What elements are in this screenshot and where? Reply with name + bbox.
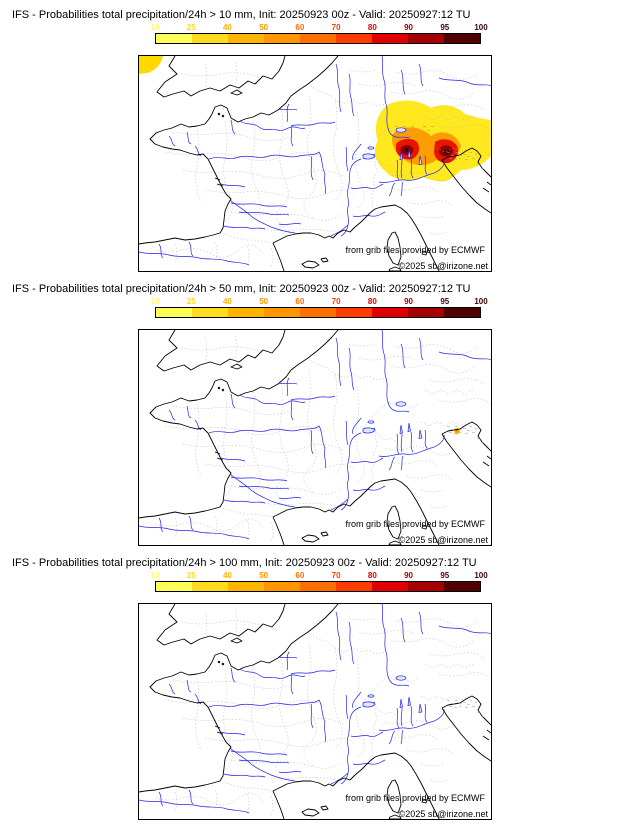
colorbar-tick-row: 10 25 40 50 60 70 80 90 95 100 <box>151 23 488 32</box>
colorbar-tick-label: 25 <box>186 23 196 32</box>
colorbar-segment <box>192 308 228 317</box>
colorbar-tick-label: 25 <box>186 297 196 306</box>
colorbar-tick-label: 10 <box>150 297 160 306</box>
colorbar-tick-label: 60 <box>295 23 305 32</box>
colorbar-segment <box>372 34 408 43</box>
panel-precip-10mm: IFS - Probabilities total precipitation/… <box>0 4 630 278</box>
map-canvas <box>139 604 491 819</box>
colorbar-tick-label: 70 <box>331 297 341 306</box>
map-copyright: ©2025 sb@irizone.net <box>398 261 488 271</box>
colorbar-tick-label: 80 <box>367 297 377 306</box>
colorbar-segment <box>336 34 372 43</box>
colorbar-segment <box>300 34 336 43</box>
colorbar-tick-label: 90 <box>404 571 413 580</box>
colorbar-tick-label: 80 <box>367 23 377 32</box>
colorbar-segment <box>264 34 300 43</box>
colorbar-tick-label: 90 <box>404 297 413 306</box>
colorbar-segment <box>192 582 228 591</box>
colorbar-tick-label: 50 <box>259 23 269 32</box>
colorbar-tick-label: 100 <box>474 23 488 32</box>
colorbar: 10 25 40 50 60 70 80 90 95 100 <box>151 571 488 592</box>
map-copyright: ©2025 sb@irizone.net <box>398 535 488 545</box>
colorbar-segment <box>300 582 336 591</box>
colorbar-segment <box>408 34 444 43</box>
precipitation-map-100mm: from grib files provided by ECMWF ©2025 … <box>138 603 492 820</box>
map-attribution: from grib files provided by ECMWF <box>345 793 485 803</box>
colorbar-tick-row: 10 25 40 50 60 70 80 90 95 100 <box>151 297 488 306</box>
colorbar-segment <box>336 308 372 317</box>
colorbar-tick-label: 60 <box>295 297 305 306</box>
colorbar-bar <box>155 581 481 592</box>
map-canvas <box>139 330 491 545</box>
colorbar: 10 25 40 50 60 70 80 90 95 100 <box>151 297 488 318</box>
colorbar-bar <box>155 307 481 318</box>
map-copyright: ©2025 sb@irizone.net <box>398 809 488 819</box>
colorbar-tick-label: 40 <box>222 297 232 306</box>
colorbar-tick-label: 10 <box>150 23 160 32</box>
colorbar-segment <box>408 582 444 591</box>
panel-title: IFS - Probabilities total precipitation/… <box>12 557 477 569</box>
panel-precip-100mm: IFS - Probabilities total precipitation/… <box>0 552 630 826</box>
panel-title: IFS - Probabilities total precipitation/… <box>12 9 471 21</box>
colorbar-tick-label: 70 <box>331 571 341 580</box>
colorbar-tick-label: 40 <box>222 23 232 32</box>
colorbar-segment <box>444 34 480 43</box>
colorbar-segment <box>444 582 480 591</box>
colorbar-tick-row: 10 25 40 50 60 70 80 90 95 100 <box>151 571 488 580</box>
colorbar-tick-label: 10 <box>150 571 160 580</box>
colorbar-segment <box>192 34 228 43</box>
colorbar-segment <box>408 308 444 317</box>
colorbar-segment <box>264 308 300 317</box>
colorbar-segment <box>372 582 408 591</box>
colorbar-segment <box>156 308 192 317</box>
map-attribution: from grib files provided by ECMWF <box>345 245 485 255</box>
colorbar-tick-label: 90 <box>404 23 413 32</box>
colorbar-tick-label: 25 <box>186 571 196 580</box>
colorbar-bar <box>155 33 481 44</box>
colorbar-segment <box>444 308 480 317</box>
precipitation-map-50mm: from grib files provided by ECMWF ©2025 … <box>138 329 492 546</box>
colorbar: 10 25 40 50 60 70 80 90 95 100 <box>151 23 488 44</box>
colorbar-segment <box>228 34 264 43</box>
precipitation-map-10mm: from grib files provided by ECMWF ©2025 … <box>138 55 492 272</box>
colorbar-tick-label: 80 <box>367 571 377 580</box>
colorbar-segment <box>228 582 264 591</box>
map-canvas <box>139 56 491 271</box>
colorbar-segment <box>156 582 192 591</box>
map-attribution: from grib files provided by ECMWF <box>345 519 485 529</box>
colorbar-segment <box>228 308 264 317</box>
colorbar-tick-label: 70 <box>331 23 341 32</box>
precip-overlay-10mm <box>139 56 491 182</box>
colorbar-tick-label: 95 <box>440 23 450 32</box>
colorbar-tick-label: 50 <box>259 571 269 580</box>
colorbar-tick-label: 40 <box>222 571 232 580</box>
colorbar-tick-label: 50 <box>259 297 269 306</box>
panel-title: IFS - Probabilities total precipitation/… <box>12 283 471 295</box>
colorbar-segment <box>336 582 372 591</box>
colorbar-tick-label: 100 <box>474 297 488 306</box>
panel-precip-50mm: IFS - Probabilities total precipitation/… <box>0 278 630 552</box>
colorbar-segment <box>264 582 300 591</box>
colorbar-tick-label: 100 <box>474 571 488 580</box>
colorbar-segment <box>156 34 192 43</box>
colorbar-tick-label: 95 <box>440 571 450 580</box>
colorbar-tick-label: 95 <box>440 297 450 306</box>
colorbar-segment <box>300 308 336 317</box>
colorbar-segment <box>372 308 408 317</box>
colorbar-tick-label: 60 <box>295 571 305 580</box>
